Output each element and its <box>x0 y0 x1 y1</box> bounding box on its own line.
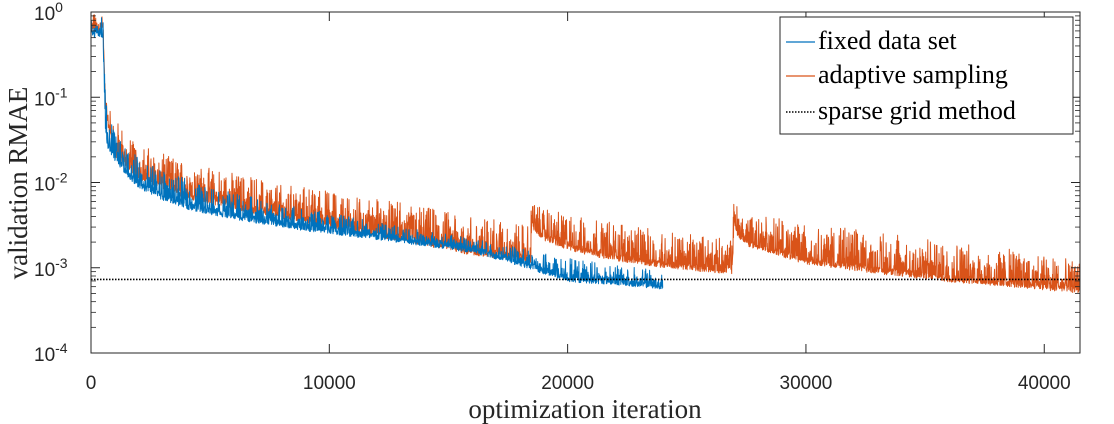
series-layer <box>90 14 1081 294</box>
x-tick-label: 10000 <box>303 373 356 394</box>
ticks-layer: 0 10000 20000 30000 40000 10-4 10-3 10-2 10-1 100 <box>34 0 1080 394</box>
y-tick-label: 10-3 <box>34 255 68 281</box>
x-axis-title: optimization iteration <box>468 394 702 424</box>
x-tick-label: 0 <box>86 373 97 394</box>
x-tick-label: 30000 <box>780 373 833 394</box>
y-tick-label: 10-1 <box>34 84 68 110</box>
legend-box <box>779 16 1074 135</box>
series-line-adaptive-sampling <box>90 14 1081 294</box>
x-tick-label: 40000 <box>1018 373 1071 394</box>
x-tick-label: 20000 <box>541 373 594 394</box>
y-tick-label: 100 <box>34 0 63 25</box>
y-tick-label: 10-4 <box>34 340 68 366</box>
y-axis-title: validation RMAE <box>3 87 33 280</box>
legend-label-sparse-grid-method: sparse grid method <box>818 96 1016 125</box>
series-line-fixed-data-set <box>90 17 664 290</box>
legend-label-adaptive-sampling: adaptive sampling <box>818 60 1008 89</box>
legend-label-fixed-data-set: fixed data set <box>818 26 957 55</box>
y-tick-label: 10-2 <box>34 170 68 196</box>
legend: fixed data set adaptive sampling sparse … <box>779 16 1074 135</box>
